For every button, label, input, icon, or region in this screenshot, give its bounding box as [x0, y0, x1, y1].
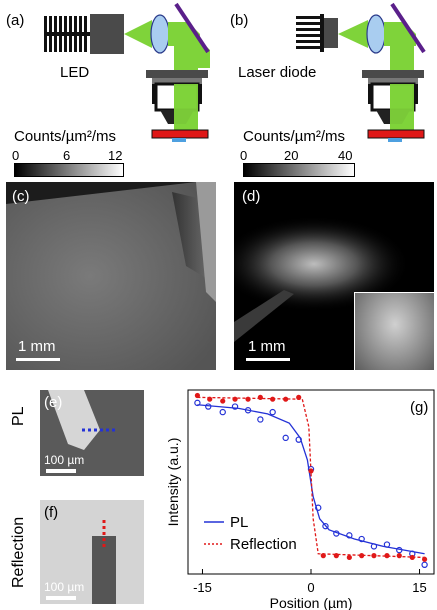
led-label: LED [60, 64, 90, 81]
colorbar-right-tick: 40 [338, 148, 353, 163]
laser-diode-body [324, 18, 338, 48]
x-axis-label: Position (µm) [270, 595, 353, 610]
pl-data-point [383, 541, 391, 548]
x-tick-label: 15 [412, 580, 426, 595]
legend-pl-label: PL [230, 514, 248, 531]
lens-icon [150, 14, 170, 54]
led-body [90, 14, 124, 54]
reflection-data-point [283, 396, 289, 402]
pl-data-point [421, 561, 428, 568]
panel-label-a: (a) [6, 12, 25, 29]
pl-data-point [295, 436, 302, 443]
reflection-data-point [296, 394, 302, 400]
lens-icon [366, 14, 386, 54]
intensity-profile-chart: (g) PL Reflection -15 0 15 Position (µm)… [165, 389, 435, 610]
pl-data-point [244, 407, 252, 414]
scalebar-d [246, 358, 290, 361]
row-label-pl: PL [10, 406, 27, 426]
pl-data-point [231, 403, 239, 410]
heat-sink-icon [296, 14, 324, 52]
reflection-data-point [333, 553, 339, 559]
pl-data-point [346, 532, 353, 539]
reflection-data-point [384, 553, 390, 559]
reflection-data-point [409, 554, 415, 561]
led-illumination-image: (c) 1 mm [6, 182, 216, 370]
colorbar-left-tick: 6 [63, 148, 71, 163]
pl-data-point [257, 416, 264, 423]
colorbar-left [14, 163, 124, 177]
reflection-data-point [257, 394, 263, 400]
colorbar-left-tick: 12 [108, 148, 123, 163]
reflection-data-point [346, 554, 352, 561]
x-tick-label: 0 [307, 580, 314, 595]
reflection-data-point [359, 553, 365, 559]
heat-sink-icon [44, 16, 90, 52]
reflection-data-point [421, 556, 428, 562]
panel-label-d: (d) [242, 188, 261, 205]
panel-label-c: (c) [12, 188, 30, 205]
scalebar-c-label: 1 mm [18, 338, 56, 355]
reflection-data-point [194, 392, 201, 399]
objective-icon [362, 70, 424, 78]
reflection-data-point [320, 553, 326, 559]
mirror-icon [174, 2, 210, 54]
pl-data-point [219, 408, 226, 416]
reflection-data-point [220, 398, 226, 404]
scalebar-e-label: 100 µm [44, 453, 85, 467]
reflection-data-point [371, 553, 377, 559]
pl-data-point [396, 546, 403, 554]
colorbar-right-tick: 0 [240, 148, 248, 163]
reflection-data-point [396, 553, 402, 559]
reflection-data-point [245, 396, 251, 402]
scalebar-c [16, 358, 60, 361]
reflection-fit-line [197, 396, 425, 559]
pl-data-point [358, 535, 365, 543]
reflection-data-point [232, 396, 238, 402]
led-setup-schematic [44, 2, 210, 142]
colorbar-right-title: Counts/µm²/ms [243, 128, 345, 145]
reflection-data-point [308, 468, 314, 474]
laser-beam [338, 20, 368, 48]
pl-data-point [322, 522, 329, 530]
laser-setup-schematic [296, 2, 426, 142]
panel-label-f: (f) [44, 504, 59, 521]
mirror-icon [390, 2, 426, 54]
pl-data-point [315, 504, 322, 511]
row-label-reflection: Reflection [10, 516, 27, 588]
panel-label-e: (e) [44, 394, 63, 411]
inset-zoom-image [354, 292, 434, 370]
reflection-data-point [270, 396, 276, 402]
pl-data-point [194, 399, 201, 407]
pl-data-point [370, 543, 378, 550]
laser-illumination-image: (d) 1 mm [234, 182, 434, 370]
pl-data-point [333, 530, 340, 537]
colorbar-left-title: Counts/µm²/ms [14, 128, 116, 145]
colorbar-right [243, 163, 355, 177]
panel-label-g: (g) [410, 399, 428, 416]
led-beam [124, 20, 152, 48]
sample-stage [367, 129, 425, 139]
y-axis-label: Intensity (a.u.) [165, 438, 181, 527]
colorbar-left-tick: 0 [12, 148, 20, 163]
legend-reflection-label: Reflection [230, 536, 297, 553]
scalebar-e [46, 469, 76, 473]
x-tick-label: -15 [193, 580, 212, 595]
pl-data-point [282, 434, 289, 442]
sample-stage [151, 129, 209, 139]
scalebar-f [46, 596, 76, 600]
pl-data-point [205, 403, 212, 410]
laser-diode-label: Laser diode [238, 64, 317, 81]
scalebar-f-label: 100 µm [44, 580, 85, 594]
pl-image: (e) 100 µm [40, 390, 144, 476]
colorbar-right-tick: 20 [284, 148, 299, 163]
reflection-data-point [207, 396, 213, 402]
scalebar-d-label: 1 mm [248, 338, 286, 355]
panel-label-b: (b) [230, 12, 249, 29]
objective-icon [146, 70, 208, 78]
pl-data-point [269, 408, 276, 416]
reflection-image: (f) 100 µm [40, 500, 144, 604]
